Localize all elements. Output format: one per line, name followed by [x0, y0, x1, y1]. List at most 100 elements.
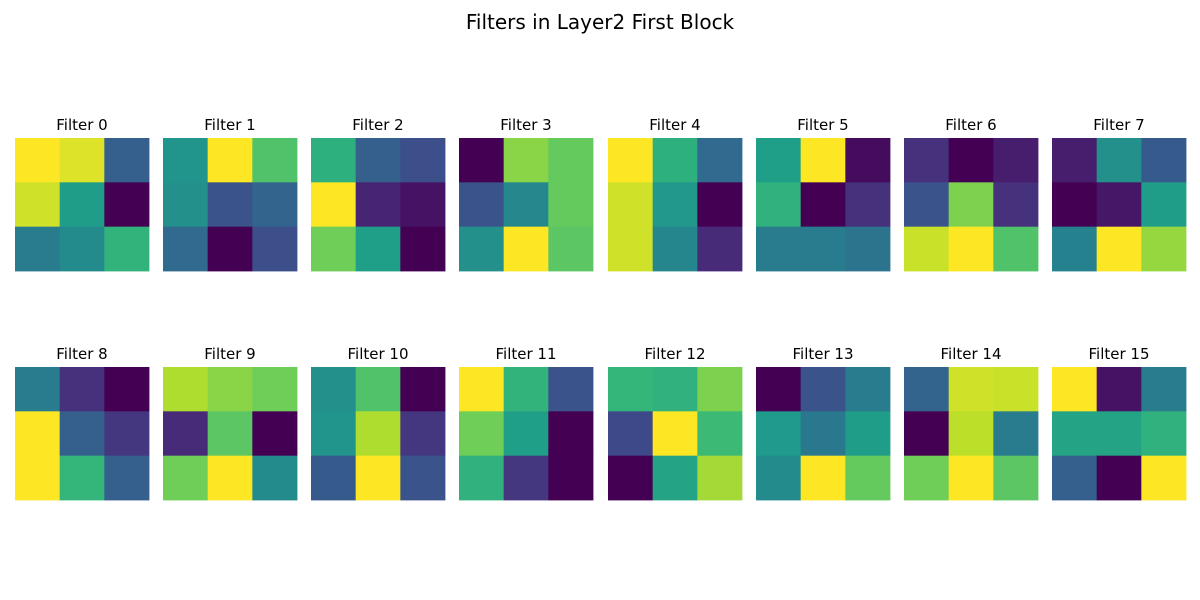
filter-14-cell-2-1: [948, 455, 994, 501]
filter-12-cell-2-1: [652, 455, 698, 501]
filter-0-cell-1-2: [104, 182, 150, 228]
filter-title-1: Filter 1: [204, 116, 255, 134]
filter-1-cell-2-2: [252, 226, 298, 272]
filter-title-5: Filter 5: [797, 116, 848, 134]
filter-14-cell-1-1: [948, 411, 994, 457]
filter-8-cell-2-2: [104, 455, 150, 501]
filter-6-cell-0-0: [904, 138, 950, 183]
filter-9-cell-1-1: [207, 411, 253, 457]
filter-13-cell-2-0: [756, 455, 802, 501]
filter-8-cell-0-2: [104, 367, 150, 412]
filter-4-cell-2-0: [608, 226, 654, 272]
filter-12-cell-2-2: [697, 455, 743, 501]
filter-title-3: Filter 3: [500, 116, 551, 134]
filter-6-cell-2-0: [904, 226, 950, 272]
filter-11-cell-2-1: [503, 455, 549, 501]
filter-14-cell-0-0: [904, 367, 950, 412]
filter-7-cell-2-0: [1052, 226, 1098, 272]
filter-panel-15: Filter 15: [1052, 345, 1187, 501]
filter-12-cell-0-2: [697, 367, 743, 412]
filter-1-cell-1-0: [163, 182, 209, 228]
filter-7-cell-0-2: [1141, 138, 1187, 183]
filter-12-cell-0-1: [652, 367, 698, 412]
filter-13-cell-0-0: [756, 367, 802, 412]
filter-10-cell-2-1: [355, 455, 401, 501]
filter-14-cell-0-2: [993, 367, 1039, 412]
filter-4-cell-1-1: [652, 182, 698, 228]
filter-9-cell-2-0: [163, 455, 209, 501]
filter-6-cell-1-0: [904, 182, 950, 228]
filter-title-12: Filter 12: [644, 345, 705, 363]
filter-panel-14: Filter 14: [904, 345, 1039, 501]
filter-title-6: Filter 6: [945, 116, 996, 134]
filter-2-cell-2-0: [311, 226, 357, 272]
filter-panel-6: Filter 6: [904, 116, 1039, 272]
filter-panel-5: Filter 5: [756, 116, 891, 272]
filter-15-cell-1-1: [1096, 411, 1142, 457]
filter-0-cell-1-1: [59, 182, 105, 228]
filter-15-cell-0-2: [1141, 367, 1187, 412]
filter-title-2: Filter 2: [352, 116, 403, 134]
filter-7-cell-1-2: [1141, 182, 1187, 228]
filter-panel-12: Filter 12: [608, 345, 743, 501]
filter-3-cell-1-0: [459, 182, 505, 228]
filter-11-cell-2-2: [548, 455, 594, 501]
filter-2-cell-0-2: [400, 138, 446, 183]
filter-2-cell-0-0: [311, 138, 357, 183]
filter-title-13: Filter 13: [792, 345, 853, 363]
filter-4-cell-2-2: [697, 226, 743, 272]
filter-panel-8: Filter 8: [15, 345, 150, 501]
filter-title-0: Filter 0: [56, 116, 107, 134]
filter-5-cell-0-0: [756, 138, 802, 183]
filter-5-cell-2-1: [800, 226, 846, 272]
filter-6-cell-1-2: [993, 182, 1039, 228]
filter-panels: Filter 0 Filter 1 Filter 2 Filter 3 Filter 4…: [15, 116, 1187, 501]
filter-2-cell-2-2: [400, 226, 446, 272]
filter-7-cell-0-1: [1096, 138, 1142, 183]
filter-2-cell-0-1: [355, 138, 401, 183]
filter-7-cell-1-0: [1052, 182, 1098, 228]
filter-9-cell-0-1: [207, 367, 253, 412]
filter-5-cell-2-2: [845, 226, 891, 272]
filter-10-cell-0-1: [355, 367, 401, 412]
filter-15-cell-0-0: [1052, 367, 1098, 412]
filter-6-cell-2-2: [993, 226, 1039, 272]
filter-5-cell-2-0: [756, 226, 802, 272]
filter-4-cell-0-2: [697, 138, 743, 183]
filter-3-cell-0-1: [503, 138, 549, 183]
filter-9-cell-1-2: [252, 411, 298, 457]
filter-panel-2: Filter 2: [311, 116, 446, 272]
filter-2-cell-1-2: [400, 182, 446, 228]
filter-12-cell-0-0: [608, 367, 654, 412]
filter-0-cell-2-0: [15, 226, 61, 272]
filter-4-cell-1-2: [697, 182, 743, 228]
filter-3-cell-2-0: [459, 226, 505, 272]
filter-13-cell-1-0: [756, 411, 802, 457]
filter-0-cell-0-0: [15, 138, 61, 183]
filter-7-cell-2-2: [1141, 226, 1187, 272]
filter-1-cell-1-2: [252, 182, 298, 228]
filter-title-9: Filter 9: [204, 345, 255, 363]
filter-title-4: Filter 4: [649, 116, 700, 134]
filter-12-cell-1-1: [652, 411, 698, 457]
filter-title-14: Filter 14: [940, 345, 1001, 363]
filter-13-cell-0-2: [845, 367, 891, 412]
filter-14-cell-2-0: [904, 455, 950, 501]
filter-4-cell-1-0: [608, 182, 654, 228]
filter-6-cell-0-2: [993, 138, 1039, 183]
filter-14-cell-2-2: [993, 455, 1039, 501]
filter-12-cell-1-2: [697, 411, 743, 457]
filter-13-cell-0-1: [800, 367, 846, 412]
filter-5-cell-0-2: [845, 138, 891, 183]
filter-12-cell-1-0: [608, 411, 654, 457]
filter-15-cell-1-0: [1052, 411, 1098, 457]
filter-7-cell-1-1: [1096, 182, 1142, 228]
filter-title-7: Filter 7: [1093, 116, 1144, 134]
filter-11-cell-1-0: [459, 411, 505, 457]
filter-5-cell-1-0: [756, 182, 802, 228]
filter-3-cell-2-2: [548, 226, 594, 272]
filter-0-cell-2-1: [59, 226, 105, 272]
filter-2-cell-1-1: [355, 182, 401, 228]
filter-9-cell-1-0: [163, 411, 209, 457]
